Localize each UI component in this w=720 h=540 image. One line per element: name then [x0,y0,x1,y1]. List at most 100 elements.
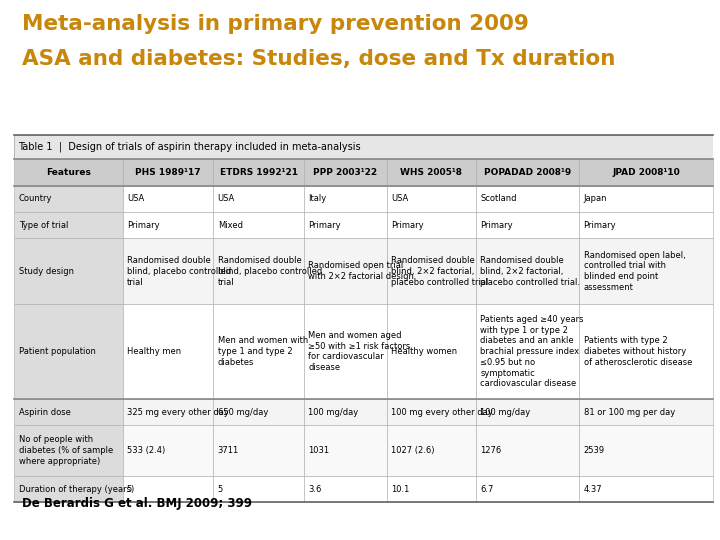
Bar [387,425,476,476]
Text: Randomised open label,
controlled trial with
blinded end point
assessment: Randomised open label, controlled trial … [584,251,685,292]
Bar [476,212,580,238]
Bar [476,476,580,502]
Bar [122,186,213,212]
Text: 4.37: 4.37 [584,484,602,494]
Bar [213,399,305,425]
Text: 3.6: 3.6 [308,484,322,494]
Bar [305,212,387,238]
Bar [305,186,387,212]
Bar [122,476,213,502]
Bar [476,238,580,305]
Bar [580,399,713,425]
Text: 1276: 1276 [480,446,502,455]
Text: 81 or 100 mg per day: 81 or 100 mg per day [584,408,675,416]
Text: Randomised double
blind, 2×2 factorial,
placebo controlled trial: Randomised double blind, 2×2 factorial, … [391,256,488,287]
Bar [580,305,713,399]
Text: Features: Features [46,168,91,177]
Bar [122,425,213,476]
Text: POPADAD 2008¹9: POPADAD 2008¹9 [484,168,572,177]
Text: USA: USA [127,194,144,203]
Text: Country: Country [19,194,52,203]
Bar [213,212,305,238]
Text: Men and women aged
≥50 with ≥1 risk factors
for cardiovascular
disease: Men and women aged ≥50 with ≥1 risk fact… [308,331,410,372]
Bar [213,159,305,186]
Text: JPAD 2008¹10: JPAD 2008¹10 [612,168,680,177]
Bar [14,186,122,212]
Bar [122,159,213,186]
Bar [14,159,122,186]
Text: Randomised open trial
with 2×2 factorial design: Randomised open trial with 2×2 factorial… [308,261,414,281]
Text: USA: USA [391,194,408,203]
Text: USA: USA [217,194,235,203]
Bar [476,425,580,476]
Bar [387,159,476,186]
Bar [387,399,476,425]
Bar [387,212,476,238]
Bar [14,425,122,476]
Text: No of people with
diabetes (% of sample
where appropriate): No of people with diabetes (% of sample … [19,435,113,466]
Bar [476,399,580,425]
Bar [213,425,305,476]
Bar [14,238,122,305]
Text: De Berardis G et al. BMJ 2009; 399: De Berardis G et al. BMJ 2009; 399 [22,497,251,510]
Text: 1027 (2.6): 1027 (2.6) [391,446,434,455]
Bar [14,305,122,399]
Text: 650 mg/day: 650 mg/day [217,408,268,416]
Text: Mixed: Mixed [217,221,243,230]
Text: Primary: Primary [308,221,341,230]
Bar [14,135,713,159]
Text: Patients with type 2
diabetes without history
of atherosclerotic disease: Patients with type 2 diabetes without hi… [584,336,692,367]
Text: Italy: Italy [308,194,327,203]
Bar [387,305,476,399]
Bar [213,186,305,212]
Bar [580,476,713,502]
Text: 100 mg every other day: 100 mg every other day [391,408,492,416]
Bar [122,238,213,305]
Text: Scotland: Scotland [480,194,517,203]
Text: Randomised double
blind, 2×2 factorial,
placebo controlled trial.: Randomised double blind, 2×2 factorial, … [480,256,580,287]
Text: Patient population: Patient population [19,347,96,356]
Text: 6.7: 6.7 [480,484,494,494]
Text: 3711: 3711 [217,446,239,455]
Bar [580,238,713,305]
Text: Men and women with
type 1 and type 2
diabetes: Men and women with type 1 and type 2 dia… [217,336,308,367]
Bar [305,476,387,502]
Text: PPP 2003¹22: PPP 2003¹22 [313,168,377,177]
Text: Duration of therapy (years): Duration of therapy (years) [19,484,134,494]
Text: 5: 5 [127,484,132,494]
Text: WHS 2005¹8: WHS 2005¹8 [400,168,462,177]
Bar [14,476,122,502]
Text: 2539: 2539 [584,446,605,455]
Text: Healthy men: Healthy men [127,347,181,356]
Bar [580,159,713,186]
Bar [476,186,580,212]
Bar [387,476,476,502]
Text: Study design: Study design [19,267,73,276]
Text: 533 (2.4): 533 (2.4) [127,446,165,455]
Text: 10.1: 10.1 [391,484,409,494]
Text: 325 mg every other day: 325 mg every other day [127,408,229,416]
Text: Table 1  |  Design of trials of aspirin therapy included in meta-analysis: Table 1 | Design of trials of aspirin th… [18,142,361,152]
Bar [122,305,213,399]
Text: Japan: Japan [584,194,607,203]
Bar [305,425,387,476]
Text: 5: 5 [217,484,223,494]
Bar [305,305,387,399]
Text: Type of trial: Type of trial [19,221,68,230]
Bar [213,476,305,502]
Text: Randomised double
blind, placebo controlled
trial: Randomised double blind, placebo control… [217,256,322,287]
Text: Meta-analysis in primary prevention 2009: Meta-analysis in primary prevention 2009 [22,14,528,33]
Bar [387,238,476,305]
Text: Primary: Primary [584,221,616,230]
Bar [213,305,305,399]
Text: 100 mg/day: 100 mg/day [308,408,359,416]
Bar [387,186,476,212]
Text: 1031: 1031 [308,446,330,455]
Text: Randomised double
blind, placebo controlled
trial: Randomised double blind, placebo control… [127,256,231,287]
Bar [580,425,713,476]
Text: 100 mg/day: 100 mg/day [480,408,531,416]
Bar [122,399,213,425]
Text: ASA and diabetes: Studies, dose and Tx duration: ASA and diabetes: Studies, dose and Tx d… [22,49,615,69]
Bar [14,399,122,425]
Bar [213,238,305,305]
